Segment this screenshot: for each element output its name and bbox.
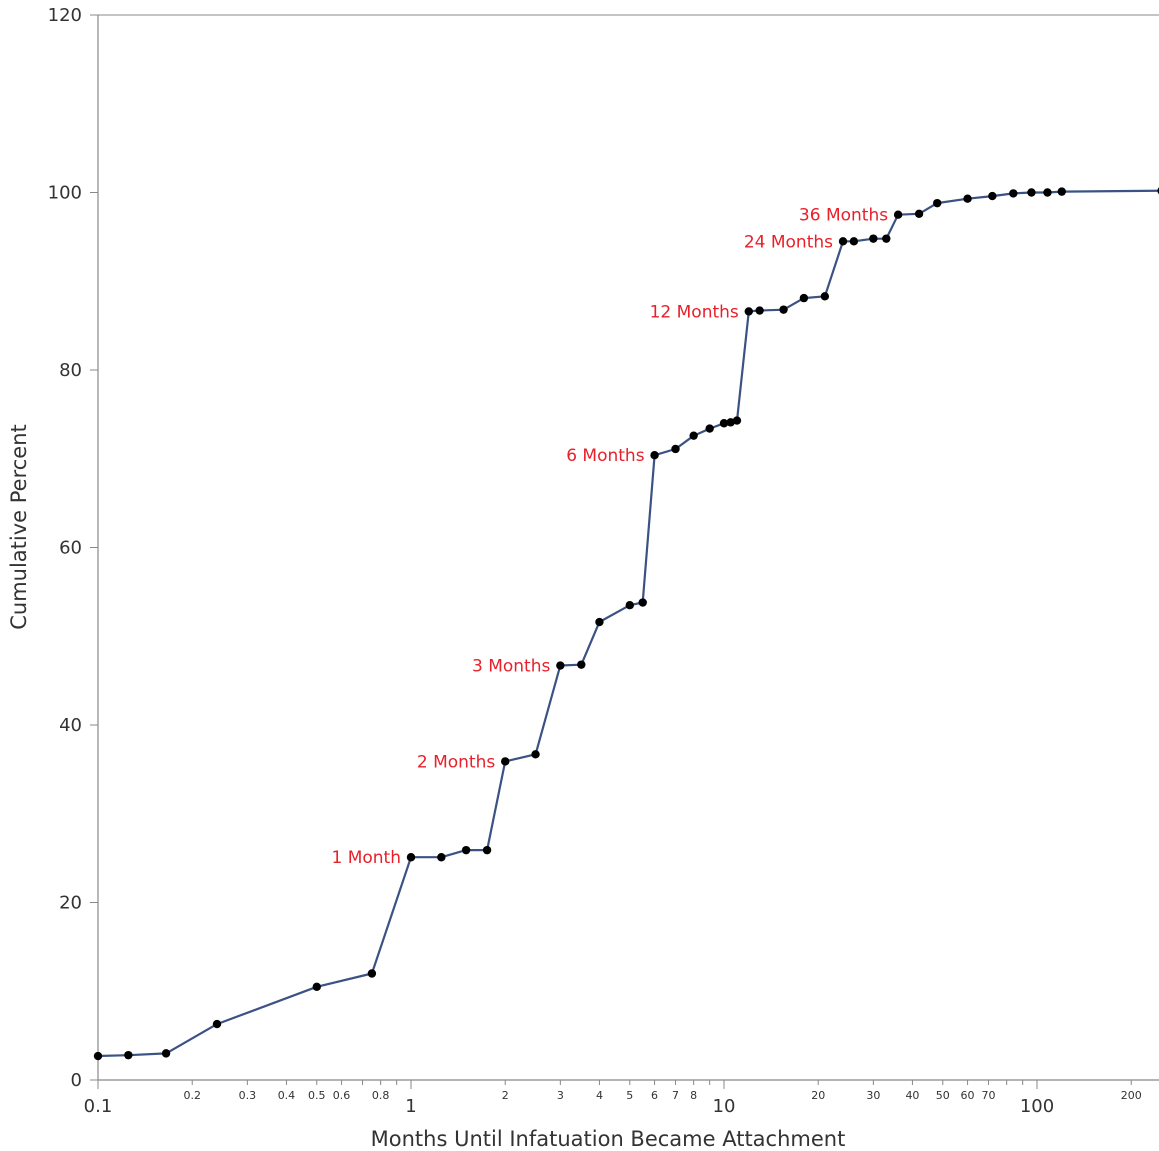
x-major-tick-label: 100 — [1020, 1096, 1054, 1117]
x-minor-tick-label: 0.3 — [239, 1089, 257, 1102]
data-point — [744, 307, 753, 316]
data-point — [914, 209, 924, 218]
annotation-label: 24 Months — [744, 232, 833, 252]
data-point — [820, 292, 830, 301]
data-point — [849, 237, 859, 246]
data-point — [437, 853, 446, 862]
annotation-label: 36 Months — [799, 206, 888, 226]
data-point — [577, 660, 586, 669]
x-minor-tick-label: 0.2 — [183, 1089, 201, 1102]
x-minor-tick-label: 50 — [936, 1089, 950, 1102]
data-point — [988, 191, 997, 201]
y-tick-label: 80 — [59, 360, 82, 381]
y-tick-label: 40 — [59, 715, 82, 736]
data-point — [312, 982, 321, 992]
y-tick-label: 60 — [59, 538, 82, 559]
data-point — [556, 661, 565, 670]
data-point — [1043, 188, 1052, 197]
data-point — [625, 600, 634, 610]
annotation-label: 6 Months — [566, 446, 645, 466]
data-point — [461, 845, 471, 855]
data-point — [595, 617, 604, 627]
data-point — [1009, 189, 1018, 198]
data-point — [933, 198, 942, 208]
annotation-label: 3 Months — [472, 657, 551, 677]
data-point — [963, 194, 972, 203]
y-axis-title: Cumulative Percent — [7, 424, 31, 630]
data-point — [755, 306, 764, 315]
data-point — [406, 853, 416, 862]
x-minor-tick-label: 20 — [811, 1089, 825, 1102]
x-minor-tick-label: 5 — [626, 1089, 633, 1102]
data-point — [838, 237, 848, 246]
x-minor-tick-label: 30 — [866, 1089, 880, 1102]
y-tick-label: 20 — [59, 893, 82, 914]
x-axis-title: Months Until Infatuation Became Attachme… — [371, 1127, 846, 1151]
data-point — [893, 210, 903, 219]
data-point — [719, 419, 729, 428]
data-point — [124, 1050, 133, 1060]
x-minor-tick-label: 0.8 — [372, 1089, 390, 1102]
data-point — [705, 424, 714, 433]
data-point — [799, 293, 809, 303]
data-point — [726, 418, 735, 427]
x-major-tick-label: 1 — [405, 1096, 416, 1117]
data-point — [367, 969, 377, 978]
data-point — [638, 598, 647, 607]
x-minor-tick-label: 60 — [961, 1089, 975, 1102]
data-point — [650, 451, 659, 460]
annotation-label: 1 Month — [331, 848, 401, 868]
y-tick-label: 0 — [71, 1070, 82, 1091]
annotation-label: 2 Months — [417, 752, 496, 772]
series-line — [97, 189, 1159, 1058]
annotation-label: 12 Months — [650, 302, 739, 322]
data-point — [501, 757, 510, 766]
x-minor-tick-label: 2 — [502, 1089, 509, 1102]
chart-axes — [97, 14, 1159, 1081]
y-tick-label: 120 — [48, 5, 82, 26]
data-point — [531, 750, 540, 759]
data-point — [93, 1051, 103, 1061]
data-point — [869, 234, 878, 243]
x-major-tick-label: 0.1 — [84, 1096, 113, 1117]
data-point — [161, 1049, 171, 1058]
x-minor-tick-label: 0.4 — [278, 1089, 296, 1102]
data-point — [689, 431, 698, 440]
x-minor-tick-label: 6 — [651, 1089, 658, 1102]
chart-ticks: 0 20 40 60 80 100 120 0.1 1 10 100 0.2 0.3 0.4 0.5 0.6 0… — [48, 5, 1142, 1117]
data-point — [482, 845, 492, 855]
data-point — [212, 1019, 222, 1029]
data-point — [882, 234, 891, 243]
data-point — [732, 416, 742, 425]
x-major-tick-label: 10 — [713, 1096, 736, 1117]
x-minor-tick-label: 0.5 — [308, 1089, 326, 1102]
x-minor-tick-label: 70 — [982, 1089, 996, 1102]
x-minor-tick-label: 4 — [596, 1089, 603, 1102]
x-minor-tick-label: 3 — [557, 1089, 564, 1102]
x-minor-tick-label: 0.6 — [333, 1089, 351, 1102]
x-minor-tick-label: 8 — [690, 1089, 697, 1102]
data-point — [779, 305, 788, 314]
chart-annotations: 1 Month 2 Months 3 Months 6 Months 12 Months… — [331, 206, 888, 869]
chart-series — [93, 187, 1159, 1061]
x-minor-tick-label: 200 — [1121, 1089, 1142, 1102]
x-minor-tick-label: 40 — [905, 1089, 919, 1102]
data-point — [1027, 188, 1036, 197]
data-point — [1057, 187, 1066, 196]
y-tick-label: 100 — [48, 183, 82, 204]
x-minor-tick-label: 7 — [672, 1089, 679, 1102]
data-point — [671, 444, 680, 454]
